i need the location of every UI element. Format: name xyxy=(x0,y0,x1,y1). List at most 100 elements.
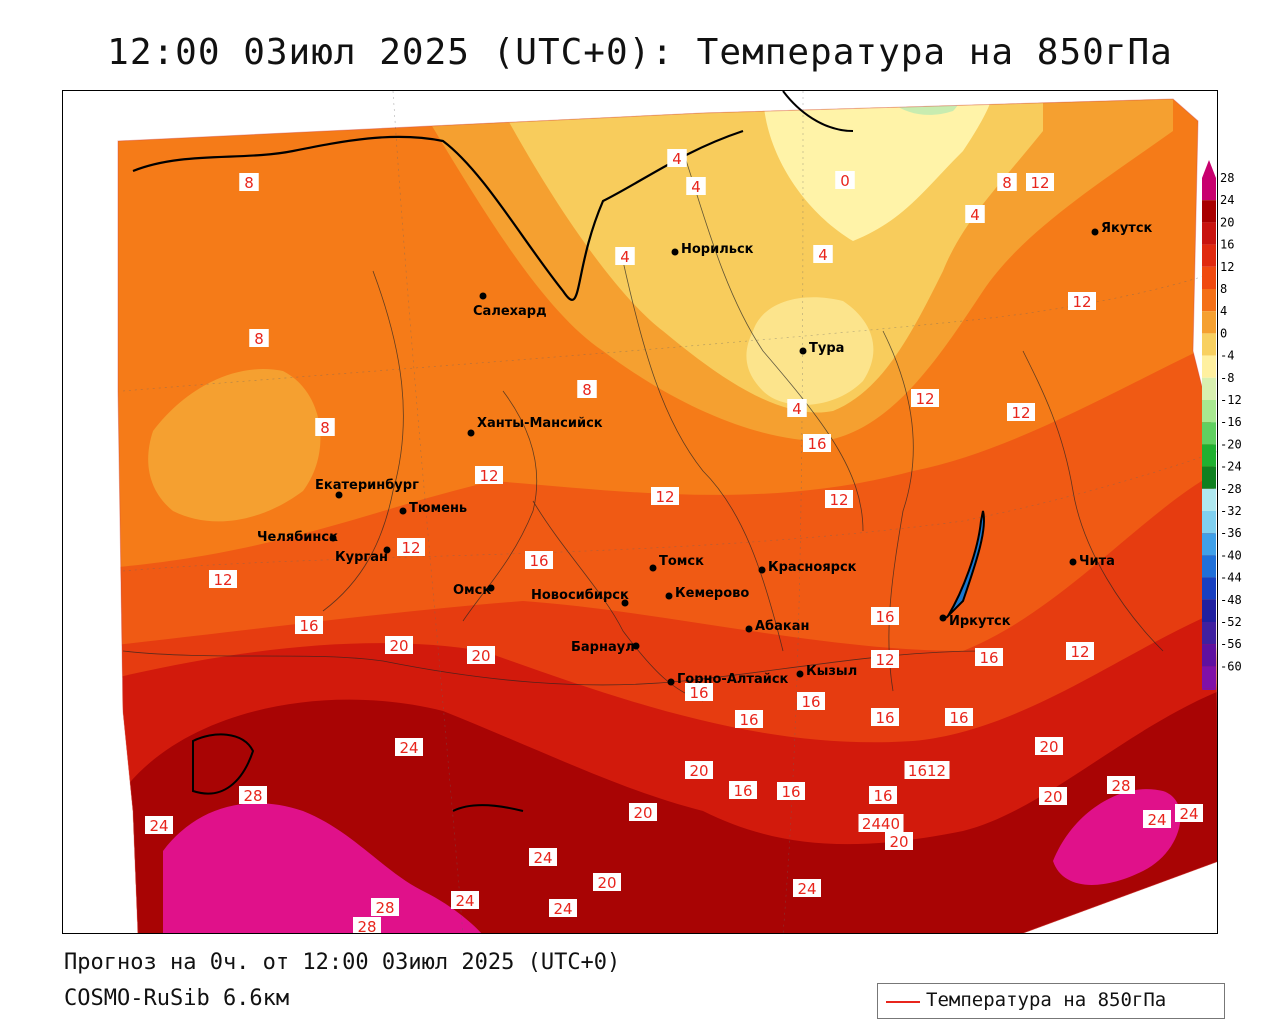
colorbar-swatch xyxy=(1202,511,1216,534)
graticule xyxy=(122,91,1217,933)
svg-text:Салехард: Салехард xyxy=(473,304,547,319)
contour-label-bg xyxy=(467,646,495,664)
contour-label-bg xyxy=(1026,173,1054,191)
contour-label-bg xyxy=(871,607,899,625)
coastline-taymyr xyxy=(782,91,854,132)
contour-label: 12 xyxy=(213,571,232,589)
colorbar-tick-label: -24 xyxy=(1220,460,1242,474)
colorbar-swatch xyxy=(1202,444,1216,467)
svg-text:Томск: Томск xyxy=(659,554,704,569)
svg-text:Барнаул: Барнаул xyxy=(571,640,635,655)
contour-label: 16 xyxy=(979,649,998,667)
city-chita[interactable]: Чита xyxy=(1069,554,1115,569)
contour-label-bg xyxy=(729,781,757,799)
colorbar-tick-label: 20 xyxy=(1220,215,1234,229)
city-abakan[interactable]: Абакан xyxy=(745,619,810,634)
contour-label: 16 xyxy=(739,711,758,729)
city-kemerovo[interactable]: Кемерово xyxy=(665,586,750,601)
contour-label-bg xyxy=(965,205,985,223)
forecast-info: Прогноз на 0ч. от 12:00 03июл 2025 (UTC+… xyxy=(64,950,621,975)
contour-label-bg xyxy=(397,538,425,556)
city-barnaul[interactable]: Барнаул xyxy=(571,640,640,655)
contour-label: 1612 xyxy=(908,762,946,780)
svg-text:Кызыл: Кызыл xyxy=(806,664,857,679)
colorbar-swatch xyxy=(1202,488,1216,511)
city-kurgan[interactable]: Курган xyxy=(335,546,391,566)
colorbar-swatch xyxy=(1202,666,1216,689)
contour-label-bg xyxy=(239,173,259,191)
colorbar-tick-label: 0 xyxy=(1220,326,1227,340)
city-tomsk[interactable]: Томск xyxy=(649,554,705,572)
temp-field-0 xyxy=(763,99,993,241)
contour-label-bg xyxy=(1107,776,1135,794)
contour-label-bg xyxy=(735,710,763,728)
colorbar-swatch xyxy=(1202,266,1216,289)
contour-label-bg xyxy=(353,917,381,933)
city-salekhard[interactable]: Салехард xyxy=(473,292,547,320)
contour-label-bg xyxy=(1143,810,1171,828)
city-novosibirsk[interactable]: Новосибирск xyxy=(531,588,629,607)
legend: Температура на 850гПа xyxy=(877,983,1225,1019)
contour-label: 12 xyxy=(401,539,420,557)
svg-text:Кемерово: Кемерово xyxy=(675,586,749,601)
colorbar-arrow-up xyxy=(1202,160,1216,178)
contour-label-bg xyxy=(145,816,173,834)
contour-label-bg xyxy=(858,814,904,832)
contour-label: 24 xyxy=(149,817,168,835)
contour-label-bg xyxy=(395,738,423,756)
contour-label: 16 xyxy=(529,552,548,570)
colorbar-swatch xyxy=(1202,244,1216,267)
contour-label-bg xyxy=(525,551,553,569)
city-tura[interactable]: Тура xyxy=(799,341,845,356)
city-chelyabinsk[interactable]: Челябинск xyxy=(257,530,338,545)
svg-text:Красноярск: Красноярск xyxy=(768,560,857,575)
contour-label: 8 xyxy=(1002,174,1012,192)
colorbar-tick-label: 12 xyxy=(1220,260,1234,274)
contour-label-bg xyxy=(295,616,323,634)
map-title: 12:00 03июл 2025 (UTC+0): Температура на… xyxy=(107,32,1173,73)
contour-label-bg xyxy=(249,329,269,347)
city-khanty-mansiysk[interactable]: Ханты-Мансийск xyxy=(467,416,603,437)
svg-text:Тура: Тура xyxy=(809,341,844,356)
contour-label-bg xyxy=(825,490,853,508)
colorbar-tick-label: -36 xyxy=(1220,526,1242,540)
contour-label: 24 xyxy=(1147,811,1166,829)
colorbar-swatch xyxy=(1202,178,1216,201)
colorbar-swatch xyxy=(1202,622,1216,645)
map-canvas: Якутск Норильск Салехард Тура Ханты-Манс… xyxy=(63,91,1217,934)
contour-label: 12 xyxy=(875,651,894,669)
contour-label-bg xyxy=(997,173,1017,191)
contour-label-bg xyxy=(797,692,825,710)
contour-label-bg xyxy=(667,149,687,167)
temperature-map[interactable]: Якутск Норильск Салехард Тура Ханты-Манс… xyxy=(62,90,1218,934)
contour-label: 24 xyxy=(533,849,552,867)
admin-borders xyxy=(122,150,1164,702)
svg-text:Ханты-Мансийск: Ханты-Мансийск xyxy=(477,416,603,431)
contour-label: 16 xyxy=(873,787,892,805)
colorbar-arrow-down xyxy=(1202,688,1216,690)
city-norilsk[interactable]: Норильск xyxy=(671,242,754,257)
city-tyumen[interactable]: Тюмень xyxy=(399,501,468,516)
contour-label: 16 xyxy=(807,435,826,453)
city-omsk[interactable]: Омск xyxy=(453,583,495,598)
contour-label: 12 xyxy=(1072,293,1091,311)
model-name: COSMO-RuSib 6.6км xyxy=(64,986,290,1011)
contour-label: 20 xyxy=(471,647,490,665)
contour-label: 8 xyxy=(582,381,592,399)
baikal-lake xyxy=(945,510,985,619)
city-krasnoyarsk[interactable]: Красноярск xyxy=(758,560,857,575)
city-kyzyl[interactable]: Кызыл xyxy=(796,664,858,679)
contour-label: 4 xyxy=(818,246,828,264)
contour-label-bg xyxy=(651,487,679,505)
city-irkutsk[interactable]: Иркутск xyxy=(939,614,1011,629)
contour-label-bg xyxy=(904,761,950,779)
contour-label: 28 xyxy=(357,918,376,934)
contour-label: 20 xyxy=(389,637,408,655)
temp-field-tura xyxy=(746,297,874,405)
contour-label: 20 xyxy=(689,762,708,780)
legend-line-swatch xyxy=(886,1001,920,1003)
contour-label-bg xyxy=(371,898,399,916)
city-yakutsk[interactable]: Якутск xyxy=(1091,221,1153,236)
contour-label: 16 xyxy=(875,608,894,626)
city-yekaterinburg[interactable]: Екатеринбург xyxy=(315,478,419,499)
